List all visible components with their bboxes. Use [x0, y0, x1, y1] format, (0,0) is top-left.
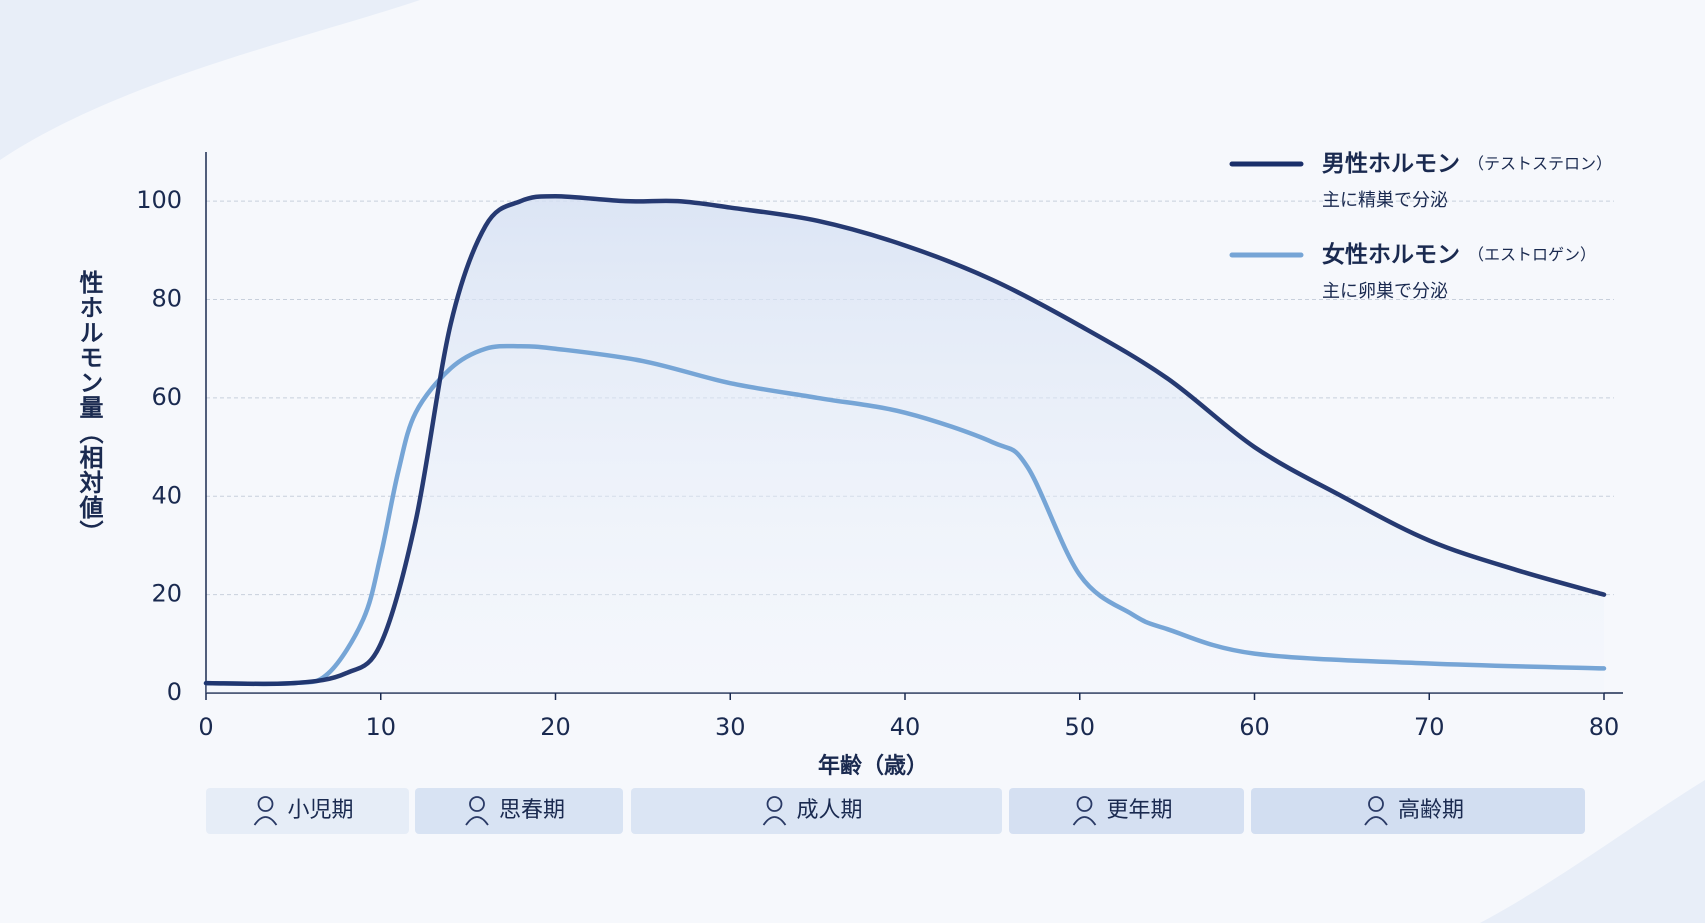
phase-icon [762, 816, 787, 826]
x-tick-label: 60 [1239, 713, 1270, 741]
legend-detail: （テストステロン） [1468, 154, 1612, 173]
phase-icon [1072, 816, 1097, 826]
legend-note: 主に卵巣で分泌 [1322, 281, 1448, 302]
phase-icon [1364, 816, 1388, 826]
line [203, 194, 1607, 687]
decor [1480, 780, 1705, 923]
legend-name: 男性ホルモン [1322, 151, 1460, 177]
x-tick-label: 30 [715, 713, 746, 741]
phase-band [1251, 788, 1585, 834]
legend-detail: （エストロゲン） [1468, 245, 1596, 264]
x-tick-label: 20 [540, 713, 571, 741]
phase-label: 成人期 [797, 798, 863, 823]
line [203, 343, 1607, 687]
phase-icon [1368, 796, 1384, 812]
x-tick-label: 70 [1414, 713, 1445, 741]
legend-label: 女性ホルモン （エストロゲン） [1322, 241, 1596, 268]
phase-band [1009, 788, 1244, 834]
legend-label: 男性ホルモン （テストステロン） [1322, 151, 1612, 177]
phase-icon [257, 796, 274, 812]
y-tick-label: 60 [151, 383, 182, 411]
phase-label: 高齢期 [1398, 798, 1464, 823]
x-tick-label: 10 [365, 713, 396, 741]
phase-icon [253, 816, 278, 826]
phase-icon [469, 796, 485, 812]
phase-icon [1076, 796, 1093, 812]
x-tick-label: 40 [890, 713, 921, 741]
x-tick-label: 0 [198, 713, 213, 741]
y-tick-label: 40 [151, 481, 182, 509]
legend-note: 主に精巣で分泌 [1322, 190, 1448, 211]
decor [0, 0, 420, 160]
y-axis-label: 性ホルモン量（相対値） [75, 270, 103, 545]
phase-label: 更年期 [1107, 798, 1173, 823]
phase-label: 小児期 [288, 798, 354, 823]
y-tick-label: 100 [136, 186, 182, 214]
phase-icon [465, 816, 489, 826]
y-tick-label: 80 [151, 285, 182, 313]
x-tick-label: 50 [1064, 713, 1095, 741]
y-tick-label: 20 [151, 580, 182, 608]
area [206, 196, 1604, 693]
legend-name: 女性ホルモン [1322, 241, 1460, 268]
phase-band [631, 788, 1002, 834]
x-axis-label: 年齢（歳） [818, 753, 928, 779]
y-tick-label: 0 [167, 678, 182, 706]
x-tick-label: 80 [1589, 713, 1620, 741]
phase-label: 思春期 [499, 798, 565, 823]
phase-icon [766, 796, 783, 812]
